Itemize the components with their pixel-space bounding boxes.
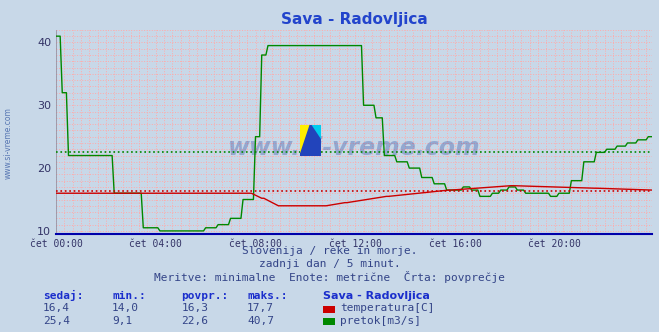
Text: sedaj:: sedaj: — [43, 290, 83, 301]
Text: 22,6: 22,6 — [181, 316, 208, 326]
Text: www.si-vreme.com: www.si-vreme.com — [3, 107, 13, 179]
Polygon shape — [310, 124, 321, 140]
Text: Slovenija / reke in morje.: Slovenija / reke in morje. — [242, 246, 417, 256]
Text: 17,7: 17,7 — [247, 303, 274, 313]
Text: 14,0: 14,0 — [112, 303, 139, 313]
Text: zadnji dan / 5 minut.: zadnji dan / 5 minut. — [258, 259, 401, 269]
Text: www.si-vreme.com: www.si-vreme.com — [228, 136, 480, 160]
Text: temperatura[C]: temperatura[C] — [340, 303, 434, 313]
Text: Sava - Radovljica: Sava - Radovljica — [323, 291, 430, 301]
Text: 9,1: 9,1 — [112, 316, 132, 326]
Text: Meritve: minimalne  Enote: metrične  Črta: povprečje: Meritve: minimalne Enote: metrične Črta:… — [154, 271, 505, 283]
Polygon shape — [300, 124, 310, 156]
Text: 16,4: 16,4 — [43, 303, 70, 313]
Text: maks.:: maks.: — [247, 291, 287, 301]
Text: 40,7: 40,7 — [247, 316, 274, 326]
Text: min.:: min.: — [112, 291, 146, 301]
Text: 25,4: 25,4 — [43, 316, 70, 326]
Text: povpr.:: povpr.: — [181, 291, 229, 301]
Text: pretok[m3/s]: pretok[m3/s] — [340, 316, 421, 326]
Text: 16,3: 16,3 — [181, 303, 208, 313]
Title: Sava - Radovljica: Sava - Radovljica — [281, 12, 428, 27]
Polygon shape — [300, 124, 321, 156]
